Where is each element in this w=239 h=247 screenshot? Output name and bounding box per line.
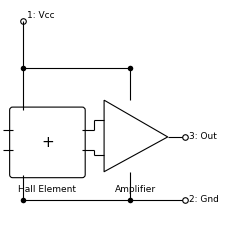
Text: 2: Gnd: 2: Gnd bbox=[189, 195, 218, 204]
Text: 1: Vcc: 1: Vcc bbox=[27, 11, 54, 20]
Text: Hall Element: Hall Element bbox=[18, 185, 76, 194]
Text: 3: Out: 3: Out bbox=[189, 132, 217, 142]
Text: Amplifier: Amplifier bbox=[115, 185, 157, 194]
FancyBboxPatch shape bbox=[10, 107, 85, 178]
Text: +: + bbox=[41, 135, 54, 150]
